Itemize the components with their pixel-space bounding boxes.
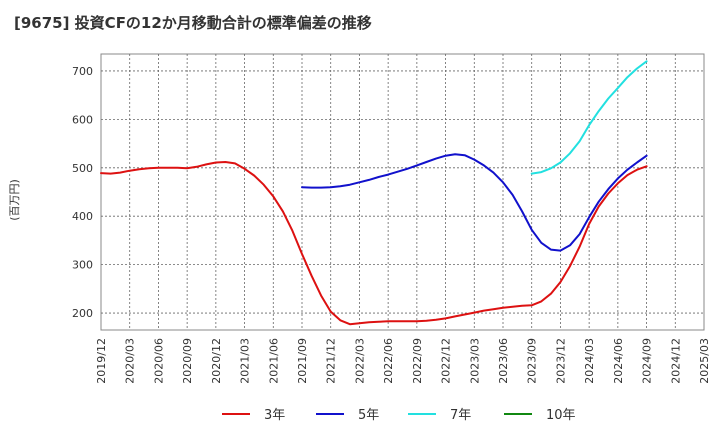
- series-line-2: [301, 153, 648, 252]
- plot-area: [100, 53, 705, 331]
- x-tick-label: 2022/09: [411, 338, 424, 384]
- series-line-1: [100, 161, 648, 326]
- legend-label-4: 10年: [546, 408, 576, 423]
- x-tick-label: 2022/06: [382, 338, 395, 384]
- series-line-3: [530, 60, 648, 175]
- x-tick-label: 2024/12: [669, 338, 682, 384]
- x-tick-label: 2019/12: [95, 338, 108, 384]
- x-tick-label: 2023/12: [554, 338, 567, 384]
- x-tick-label: 2021/12: [325, 338, 338, 384]
- x-tick-label: 2021/06: [267, 338, 280, 384]
- series-lines: [100, 60, 648, 326]
- legend-label-2: 5年: [358, 408, 379, 423]
- x-tick-label: 2024/09: [641, 338, 654, 384]
- x-tick-label: 2023/09: [526, 338, 539, 384]
- y-tick-label: 200: [72, 307, 93, 320]
- y-tick-label: 400: [72, 210, 93, 223]
- x-axis-ticks: 2019/12 2020/03 2020/06 2020/09 2020/12 2021/…: [95, 338, 711, 384]
- y-axis-ticks: 200 300 400 500 600 700: [72, 65, 93, 320]
- y-tick-label: 300: [72, 259, 93, 272]
- x-tick-label: 2020/06: [152, 338, 165, 384]
- x-tick-label: 2021/09: [296, 338, 309, 384]
- x-tick-label: 2020/09: [181, 338, 194, 384]
- grid-lines: [101, 54, 704, 330]
- x-tick-label: 2023/06: [497, 338, 510, 384]
- x-tick-label: 2022/03: [353, 338, 366, 384]
- legend-label-3: 7年: [450, 408, 471, 423]
- legend: 3年 5年 7年 10年: [222, 408, 576, 423]
- x-tick-label: 2020/03: [124, 338, 137, 384]
- y-tick-label: 700: [72, 65, 93, 78]
- chart-title: [9675] 投資CFの12か月移動合計の標準偏差の推移: [14, 14, 372, 32]
- y-tick-label: 500: [72, 162, 93, 175]
- x-tick-label: 2022/12: [440, 338, 453, 384]
- x-tick-label: 2021/03: [239, 338, 252, 384]
- x-tick-label: 2023/03: [468, 338, 481, 384]
- y-axis-label: (百万円): [8, 179, 21, 221]
- x-tick-label: 2024/06: [612, 338, 625, 384]
- x-tick-label: 2025/03: [698, 338, 711, 384]
- y-tick-label: 600: [72, 113, 93, 126]
- legend-label-1: 3年: [264, 408, 285, 423]
- x-tick-label: 2020/12: [210, 338, 223, 384]
- x-tick-label: 2024/03: [583, 338, 596, 384]
